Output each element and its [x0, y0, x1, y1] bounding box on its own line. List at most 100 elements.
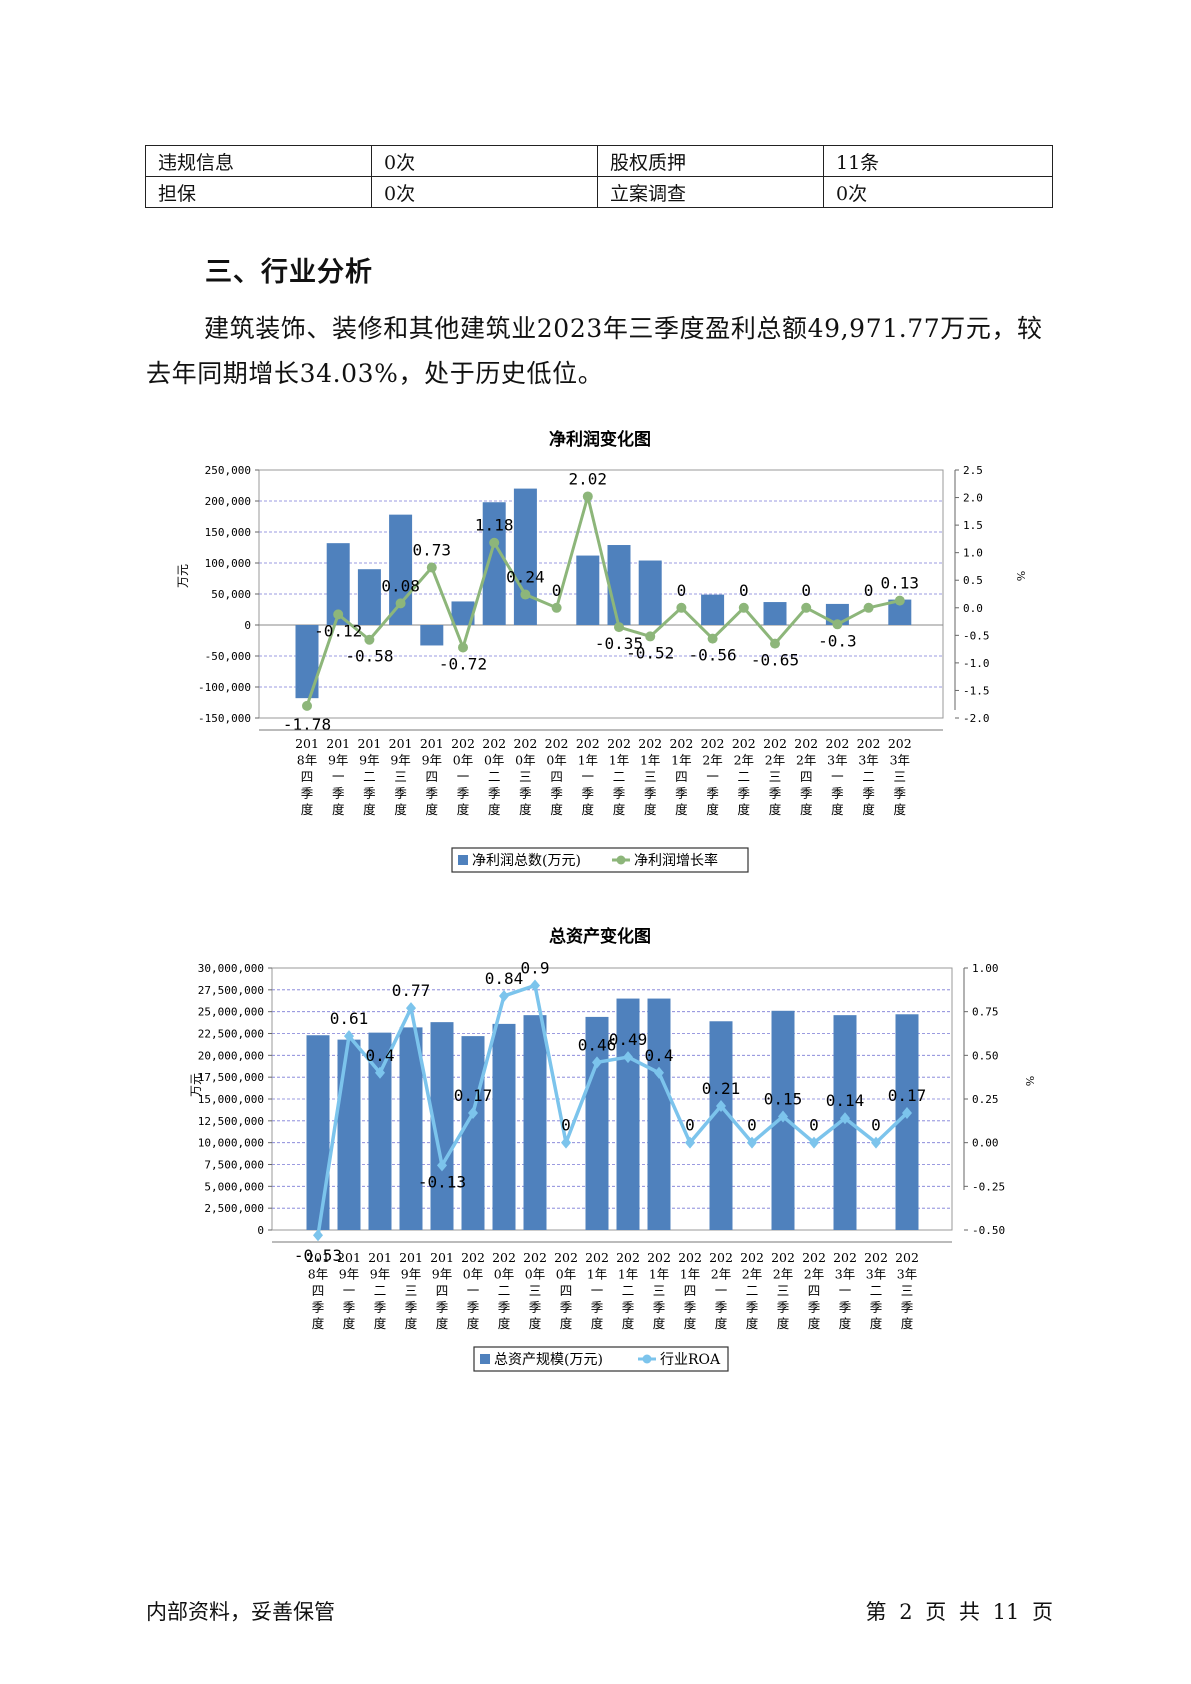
x-tick-label: 202 2年四季度: [794, 736, 818, 817]
legend-bar-label: 总资产规模(万元): [494, 1352, 603, 1368]
y2-tick-label: -0.50: [972, 1224, 1005, 1237]
legend-box: [451, 847, 749, 873]
x-tick-label-line: 度: [839, 1316, 852, 1331]
x-tick-label-line: 度: [894, 802, 907, 817]
x-tick-label: 202 0年二季度: [482, 736, 506, 817]
x-tick-label-line: 202: [492, 1250, 516, 1265]
y-tick-label: 5,000,000: [204, 1180, 264, 1193]
table-row: 违规信息 0次 股权质押 11条: [145, 145, 1053, 177]
x-tick-label-line: 0年: [494, 1267, 514, 1282]
x-tick-label-line: 度: [738, 802, 751, 817]
x-tick-label-line: 二: [738, 769, 751, 784]
x-tick-label-line: 度: [901, 1316, 914, 1331]
x-tick-label-line: 季: [800, 786, 813, 801]
line-point: [406, 1002, 416, 1015]
x-tick-label-line: 季: [622, 1300, 635, 1315]
x-tick-label-line: 季: [746, 1300, 759, 1315]
x-tick-label: 201 9年一季度: [326, 736, 350, 817]
line-point: [654, 1066, 664, 1079]
data-label: -0.56: [689, 646, 737, 665]
y2-tick-label: 2.5: [963, 464, 983, 477]
line-point: [468, 1106, 478, 1119]
data-label: 0: [747, 1116, 757, 1135]
y-axis-label: 万元: [176, 564, 190, 588]
x-tick-label-line: 度: [488, 802, 501, 817]
data-label: 1.18: [475, 516, 514, 535]
x-tick-label-line: 202: [638, 736, 662, 751]
table-row: 担保 0次 立案调查 0次: [145, 176, 1053, 208]
x-tick-label-line: 202: [607, 736, 631, 751]
y-tick-label: 12,500,000: [198, 1115, 264, 1128]
x-tick-label-line: 二: [363, 769, 376, 784]
y2-tick-label: 1.00: [972, 962, 999, 975]
x-tick-label-line: 2年: [765, 753, 785, 768]
line-point: [902, 1106, 912, 1119]
x-tick-label-line: 202: [701, 736, 725, 751]
x-tick-label-line: 度: [426, 802, 439, 817]
x-tick-label-line: 9年: [328, 753, 348, 768]
x-tick-label-line: 一: [839, 1283, 852, 1298]
table-cell-label: 担保: [145, 176, 372, 208]
bar: [399, 1027, 423, 1230]
line-point: [592, 1056, 602, 1069]
x-tick-label-line: 三: [777, 1283, 790, 1298]
legend-line-marker: [642, 1354, 652, 1364]
x-tick-label-line: 202: [825, 736, 849, 751]
x-tick-label: 202 1年四季度: [678, 1250, 702, 1331]
y-tick-label: 100,000: [205, 557, 251, 570]
x-tick-label-line: 季: [550, 786, 563, 801]
x-tick-label-line: 9年: [359, 753, 379, 768]
line-point: [551, 602, 562, 613]
x-tick-label: 201 8年四季度: [306, 1250, 330, 1331]
y-tick-label: 20,000,000: [198, 1049, 264, 1062]
bar: [482, 502, 506, 625]
x-tick-label-line: 一: [831, 769, 844, 784]
y2-tick-label: 0.50: [972, 1049, 999, 1062]
line-point: [364, 634, 375, 645]
x-tick-label-line: 三: [405, 1283, 418, 1298]
x-tick-label-line: 202: [895, 1250, 919, 1265]
x-tick-label-line: 季: [706, 786, 719, 801]
x-tick-label-line: 度: [436, 1316, 449, 1331]
x-tick-label-line: 度: [301, 802, 314, 817]
x-tick-label-line: 季: [405, 1300, 418, 1315]
line-point: [863, 602, 874, 613]
x-tick-label-line: 一: [591, 1283, 604, 1298]
x-tick-label-line: 201: [337, 1250, 361, 1265]
data-label: 0: [685, 1116, 695, 1135]
line-point: [645, 631, 656, 642]
x-tick-label-line: 202: [857, 736, 881, 751]
x-tick-label-line: 度: [675, 802, 688, 817]
bar: [647, 998, 671, 1230]
x-tick-label-line: 3年: [897, 1267, 917, 1282]
data-label: -0.3: [818, 631, 857, 650]
x-tick-label-line: 三: [901, 1283, 914, 1298]
x-tick-label-line: 0年: [463, 1267, 483, 1282]
x-tick-label-line: 季: [488, 786, 501, 801]
line-point: [582, 491, 593, 502]
x-tick-label-line: 度: [582, 802, 595, 817]
line-point: [561, 1136, 571, 1149]
line-point: [530, 979, 540, 992]
x-tick-label-line: 三: [644, 769, 657, 784]
y-tick-label: 17,500,000: [198, 1071, 264, 1084]
y2-tick-label: -1.5: [963, 684, 990, 697]
table-cell-label: 股权质押: [597, 145, 824, 177]
data-label: 0.24: [506, 568, 545, 587]
x-tick-label-line: 一: [457, 769, 470, 784]
x-tick-label-line: 1年: [649, 1267, 669, 1282]
y2-tick-label: 0.75: [972, 1006, 999, 1019]
x-tick-label-line: 201: [306, 1250, 330, 1265]
x-tick-label-line: 1年: [609, 753, 629, 768]
x-tick-label-line: 201: [326, 736, 350, 751]
y-tick-label: 10,000,000: [198, 1137, 264, 1150]
x-tick-label-line: 度: [800, 802, 813, 817]
line-point: [738, 602, 749, 613]
x-tick-label-line: 季: [894, 786, 907, 801]
x-tick-label: 202 3年一季度: [833, 1250, 857, 1331]
data-label: 0.49: [609, 1030, 648, 1049]
x-tick-label: 202 1年一季度: [585, 1250, 609, 1331]
x-tick-label-line: 季: [582, 786, 595, 801]
x-tick-label-line: 202: [833, 1250, 857, 1265]
data-label: -0.13: [418, 1172, 466, 1191]
